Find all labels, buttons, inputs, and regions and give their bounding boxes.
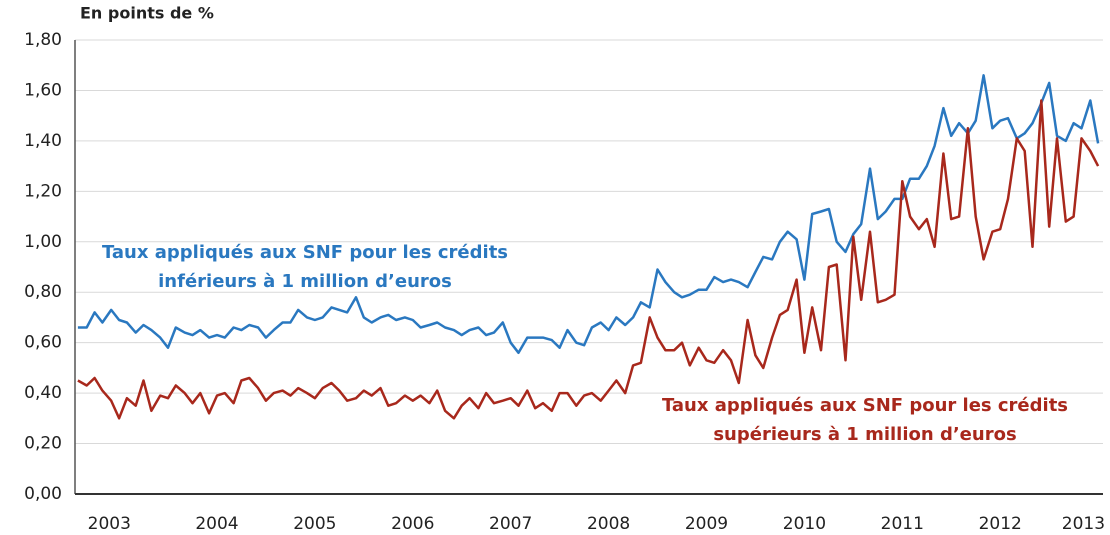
series-line — [77, 74, 1100, 355]
x-tick-label: 2009 — [685, 514, 728, 534]
annotation: Taux appliqués aux SNF pour les crédits — [662, 395, 1068, 416]
y-tick-label: 1,60 — [24, 80, 62, 100]
y-tick-label: 1,80 — [24, 30, 62, 50]
y-tick-label: 1,00 — [24, 232, 62, 252]
x-tick-label: 2010 — [783, 514, 826, 534]
x-tick-label: 2011 — [881, 514, 924, 534]
y-tick-label: 0,80 — [24, 282, 62, 302]
y-tick-label: 0,20 — [24, 434, 62, 454]
y-tick-label: 0,60 — [24, 333, 62, 353]
x-tick-label: 2004 — [195, 514, 238, 534]
annotation: supérieurs à 1 million d’euros — [713, 424, 1016, 445]
x-tick-label: 2005 — [293, 514, 336, 534]
y-tick-label: 1,20 — [24, 181, 62, 201]
x-tick-label: 2006 — [391, 514, 434, 534]
x-tick-label: 2012 — [979, 514, 1022, 534]
x-tick-label: 2013 — [1062, 514, 1105, 534]
x-tick-label: 2008 — [587, 514, 630, 534]
y-tick-label: 0,00 — [24, 484, 62, 504]
x-tick-label: 2007 — [489, 514, 532, 534]
y-axis-label: En points de % — [80, 4, 214, 23]
annotation: Taux appliqués aux SNF pour les crédits — [102, 242, 508, 263]
annotation: inférieurs à 1 million d’euros — [158, 271, 452, 292]
series-line — [77, 99, 1100, 420]
x-tick-label: 2003 — [88, 514, 131, 534]
y-tick-label: 1,40 — [24, 131, 62, 151]
y-tick-label: 0,40 — [24, 383, 62, 403]
